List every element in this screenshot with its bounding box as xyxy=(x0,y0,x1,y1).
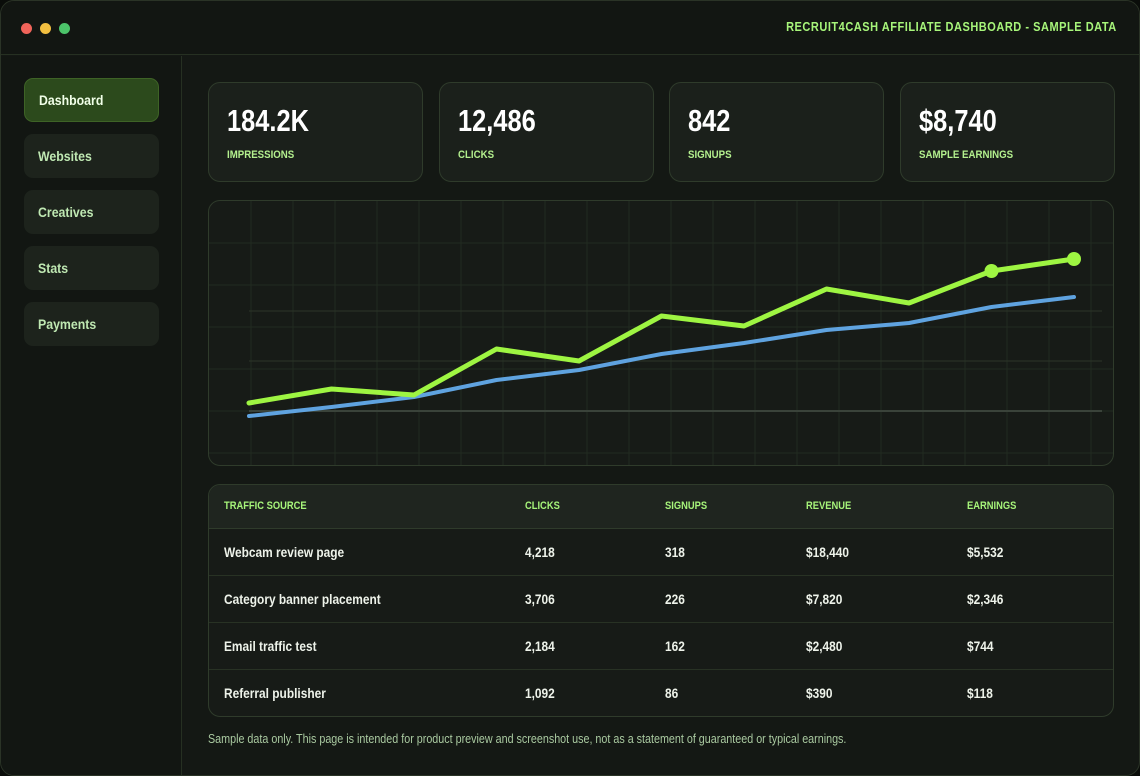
traffic-table: TRAFFIC SOURCE CLICKS SIGNUPS REVENUE EA… xyxy=(208,484,1114,717)
sidebar-item-creatives[interactable]: Creatives xyxy=(24,190,159,234)
table-row[interactable]: Webcam review page 4,218 318 $18,440 $5,… xyxy=(209,529,1113,576)
cell-earnings: $5,532 xyxy=(967,544,1004,560)
table-row[interactable]: Referral publisher 1,092 86 $390 $118 xyxy=(209,670,1113,716)
table-row[interactable]: Email traffic test 2,184 162 $2,480 $744 xyxy=(209,623,1113,670)
cell-revenue: $7,820 xyxy=(806,591,843,607)
stat-value: 12,486 xyxy=(458,103,536,138)
stat-value: 184.2K xyxy=(227,103,309,138)
cell-earnings: $2,346 xyxy=(967,591,1004,607)
sidebar-item-payments[interactable]: Payments xyxy=(24,302,159,346)
column-header-source[interactable]: TRAFFIC SOURCE xyxy=(224,500,307,512)
stat-card-signups: 842 SIGNUPS xyxy=(669,82,884,182)
cell-signups: 226 xyxy=(665,591,685,607)
stat-card-earnings: $8,740 SAMPLE EARNINGS xyxy=(900,82,1115,182)
sidebar-item-label: Websites xyxy=(38,148,92,164)
table-header: TRAFFIC SOURCE CLICKS SIGNUPS REVENUE EA… xyxy=(209,485,1113,529)
series-line-1 xyxy=(246,256,1077,406)
stat-label: SAMPLE EARNINGS xyxy=(919,149,1014,161)
app-title: RECRUIT4CASH AFFILIATE DASHBOARD - SAMPL… xyxy=(786,20,1117,34)
close-window-icon[interactable] xyxy=(21,23,32,34)
cell-earnings: $744 xyxy=(967,638,994,654)
performance-chart xyxy=(208,200,1114,466)
sidebar-item-stats[interactable]: Stats xyxy=(24,246,159,290)
cell-earnings: $118 xyxy=(967,685,993,701)
cell-revenue: $390 xyxy=(806,685,833,701)
cell-revenue: $18,440 xyxy=(806,544,850,560)
cell-clicks: 3,706 xyxy=(525,591,555,607)
maximize-window-icon[interactable] xyxy=(59,23,70,34)
cell-revenue: $2,480 xyxy=(806,638,843,654)
stat-value: 842 xyxy=(688,103,731,138)
cell-signups: 86 xyxy=(665,685,679,701)
cell-source: Webcam review page xyxy=(224,544,345,560)
stat-label: CLICKS xyxy=(458,149,495,161)
minimize-window-icon[interactable] xyxy=(40,23,51,34)
sidebar-item-label: Payments xyxy=(38,316,97,332)
title-bar: RECRUIT4CASH AFFILIATE DASHBOARD - SAMPL… xyxy=(1,1,1139,55)
sidebar-item-label: Dashboard xyxy=(39,92,104,108)
series-point-highlight xyxy=(1067,252,1081,266)
cell-source: Category banner placement xyxy=(224,591,381,607)
chart-canvas xyxy=(209,201,1113,465)
cell-signups: 318 xyxy=(665,544,685,560)
sidebar-item-label: Creatives xyxy=(38,204,94,220)
column-header-revenue[interactable]: REVENUE xyxy=(806,500,852,512)
column-header-clicks[interactable]: CLICKS xyxy=(525,500,560,512)
series-line-2 xyxy=(247,295,1076,418)
column-header-signups[interactable]: SIGNUPS xyxy=(665,500,708,512)
stat-label: IMPRESSIONS xyxy=(227,149,295,161)
cell-clicks: 4,218 xyxy=(525,544,555,560)
table-row[interactable]: Category banner placement 3,706 226 $7,8… xyxy=(209,576,1113,623)
sidebar: Dashboard Websites Creatives Stats Payme… xyxy=(1,56,182,775)
sidebar-item-websites[interactable]: Websites xyxy=(24,134,159,178)
cell-signups: 162 xyxy=(665,638,685,654)
series-point-highlight xyxy=(984,264,999,278)
stat-card-clicks: 12,486 CLICKS xyxy=(439,82,654,182)
cell-clicks: 2,184 xyxy=(525,638,555,654)
stat-label: SIGNUPS xyxy=(688,149,732,161)
stat-value: $8,740 xyxy=(919,103,997,138)
sidebar-item-dashboard[interactable]: Dashboard xyxy=(24,78,159,122)
cell-clicks: 1,092 xyxy=(525,685,555,701)
stat-card-impressions: 184.2K IMPRESSIONS xyxy=(208,82,423,182)
column-header-earnings[interactable]: EARNINGS xyxy=(967,500,1017,512)
sidebar-item-label: Stats xyxy=(38,260,69,276)
disclaimer-text: Sample data only. This page is intended … xyxy=(208,732,847,746)
cell-source: Referral publisher xyxy=(224,685,326,701)
cell-source: Email traffic test xyxy=(224,638,317,654)
